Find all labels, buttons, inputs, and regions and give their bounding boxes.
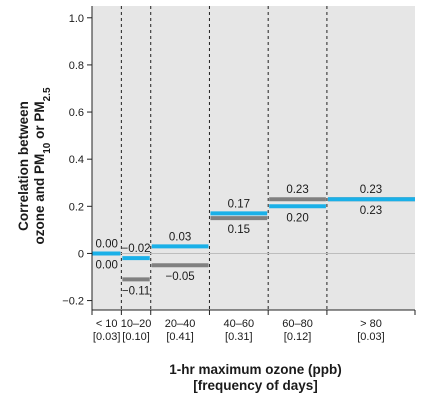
chart-marks: 0.00 0.00 −0.02 −0.11 0.03 −0.05 0.17 0.15 0.23 0… [92, 184, 415, 297]
data-label-lower: −0.05 [166, 271, 195, 283]
x-axis: < 10[0.03]10–20[0.10]20–40[0.41]40–60[0.… [91, 309, 416, 343]
x-category-range-label: 60–80 [282, 318, 313, 330]
x-category-range-label: 20–40 [165, 318, 196, 330]
y-tick-label: 0.8 [69, 60, 84, 72]
x-category-range-label: < 10 [96, 318, 118, 330]
plot-background [92, 6, 415, 310]
data-label-upper: 0.23 [286, 184, 308, 196]
y-tick-label: −0.2 [62, 296, 84, 308]
data-label-lower: 0.15 [228, 224, 250, 236]
x-category-frequency-label: [0.12] [284, 331, 312, 343]
x-category-range-label: 10–20 [121, 318, 152, 330]
y-axis: −0.2 0 0.2 0.4 0.6 0.8 1.0 [62, 6, 93, 310]
data-label-upper: 0.23 [360, 184, 382, 196]
y-tick-label: 0.6 [69, 107, 84, 119]
data-label-lower: 0.23 [360, 205, 382, 217]
x-category-frequency-label: [0.03] [357, 331, 385, 343]
data-label-upper: −0.02 [121, 243, 150, 255]
x-category-range-label: 40–60 [224, 318, 255, 330]
x-category-frequency-label: [0.41] [166, 331, 194, 343]
y-tick-label: 0 [78, 248, 84, 260]
y-title-middle: or PM [32, 101, 47, 142]
data-label-upper: 0.03 [169, 231, 191, 243]
data-label-lower: 0.20 [286, 212, 308, 224]
x-category-frequency-label: [0.31] [225, 331, 253, 343]
y-tick-label: 0.4 [69, 154, 84, 166]
y-axis-title-line-1: Correlation between [16, 101, 31, 231]
x-category-frequency-label: [0.03] [93, 331, 121, 343]
x-axis-title: 1-hr maximum ozone (ppb)[frequency of da… [169, 362, 342, 393]
x-category-frequency-label: [0.10] [122, 331, 150, 343]
data-label-upper: 0.17 [228, 198, 250, 210]
data-label-upper: 0.00 [95, 238, 117, 250]
y-title-sub-25: 2.5 [42, 87, 53, 101]
y-axis-title-line-2: ozone and PM10 or PM2.5 [32, 87, 53, 244]
y-axis-title: Correlation between ozone and PM10 or PM2… [16, 87, 53, 244]
y-title-sub-10: 10 [42, 142, 53, 154]
x-axis-title-line: [frequency of days] [193, 378, 318, 393]
y-tick-label: 0.2 [69, 201, 84, 213]
x-axis-title-line: 1-hr maximum ozone (ppb) [169, 362, 342, 377]
y-tick-label: 1.0 [69, 13, 84, 25]
category-dividers [120, 6, 328, 310]
x-category-range-label: > 80 [360, 318, 382, 330]
data-label-lower: 0.00 [95, 259, 117, 271]
data-label-lower: −0.11 [122, 285, 150, 297]
y-title-prefix: ozone and PM [32, 154, 47, 245]
